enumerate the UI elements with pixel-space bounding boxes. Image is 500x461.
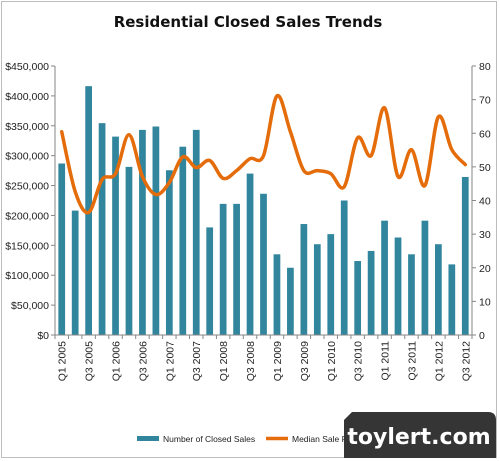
bar-closed-sales-q1-2010 bbox=[327, 234, 335, 335]
x-tick-label: Q3 2005 bbox=[84, 341, 96, 381]
x-tick-label: Q1 2006 bbox=[111, 341, 123, 381]
y-left-tick-label: $300,000 bbox=[5, 151, 49, 163]
legend: Number of Closed Sales Median Sale P bbox=[137, 434, 348, 444]
x-tick-label: Q3 2006 bbox=[137, 341, 149, 381]
bar-closed-sales-q4-2008 bbox=[260, 193, 267, 335]
line-series bbox=[59, 94, 468, 215]
y-right-tick-label: 60 bbox=[479, 128, 491, 140]
x-tick-label: Q3 2008 bbox=[245, 341, 257, 381]
x-tick-label: Q3 2009 bbox=[299, 341, 311, 381]
axes bbox=[51, 65, 476, 339]
x-tick-label: Q1 2010 bbox=[326, 341, 338, 381]
bar-closed-sales-q4-2011 bbox=[421, 220, 429, 335]
legend-swatch-closed-sales bbox=[137, 436, 159, 441]
y-right-tick-label: 80 bbox=[479, 61, 491, 73]
watermark-text: toylert.com bbox=[347, 425, 490, 450]
bar-closed-sales-q2-2006 bbox=[125, 166, 133, 335]
y-right-tick-label: 30 bbox=[479, 229, 491, 241]
watermark: toylert.com bbox=[344, 412, 496, 458]
y-left-tick-label: $450,000 bbox=[5, 61, 49, 73]
legend-label-median-price: Median Sale P bbox=[292, 434, 348, 444]
y-right-tick-label: 70 bbox=[479, 95, 491, 107]
y-left-tick-label: $0 bbox=[37, 330, 49, 342]
y-left-tick-labels: $0 $50,000 $100,000 $150,000 $200,000 $250,00… bbox=[5, 61, 49, 342]
x-tick-label: Q1 2012 bbox=[433, 341, 445, 381]
x-tick-label: Q3 2011 bbox=[406, 341, 418, 381]
y-left-tick-label: $200,000 bbox=[5, 210, 49, 222]
y-right-tick-label: 0 bbox=[479, 330, 485, 342]
bar-closed-sales-q3-2007 bbox=[192, 129, 200, 335]
bar-closed-sales-q1-2011 bbox=[381, 220, 388, 335]
x-tick-label: Q1 2008 bbox=[218, 341, 230, 381]
bar-closed-sales-q3-2012 bbox=[461, 176, 469, 335]
y-right-tick-label: 50 bbox=[479, 162, 491, 174]
watermark-badge bbox=[344, 412, 496, 458]
bar-series bbox=[58, 86, 469, 336]
x-tick-label: Q3 2007 bbox=[191, 341, 203, 381]
legend-label-closed-sales: Number of Closed Sales bbox=[163, 434, 255, 444]
bar-closed-sales-q2-2007 bbox=[179, 146, 187, 335]
bar-closed-sales-q1-2005 bbox=[58, 163, 66, 335]
bar-closed-sales-q3-2011 bbox=[408, 254, 415, 335]
line-median-sale-price bbox=[59, 94, 468, 215]
y-left-tick-label: $150,000 bbox=[5, 240, 49, 252]
bar-closed-sales-q2-2005 bbox=[71, 210, 79, 335]
y-right-tick-labels: 0 10 20 30 40 50 60 70 80 bbox=[479, 61, 491, 342]
bar-closed-sales-q4-2009 bbox=[313, 244, 321, 335]
bar-closed-sales-q3-2010 bbox=[354, 261, 362, 335]
y-left-tick-label: $350,000 bbox=[5, 121, 49, 133]
y-left-tick-label: $50,000 bbox=[11, 300, 49, 312]
y-left-tick-label: $250,000 bbox=[5, 181, 49, 193]
bar-closed-sales-q1-2007 bbox=[165, 170, 173, 335]
x-tick-labels: Q1 2005 Q3 2005 Q1 2006 Q3 2006 Q1 2007 Q3 20… bbox=[57, 341, 473, 381]
bar-closed-sales-q4-2005 bbox=[98, 123, 106, 335]
y-right-tick-label: 20 bbox=[479, 263, 491, 275]
x-tick-label: Q1 2007 bbox=[164, 341, 176, 381]
bar-closed-sales-q1-2012 bbox=[435, 244, 442, 335]
bar-closed-sales-q3-2008 bbox=[246, 173, 254, 335]
y-right-tick-label: 40 bbox=[479, 196, 491, 208]
bar-closed-sales-q2-2008 bbox=[233, 203, 240, 335]
y-left-tick-label: $100,000 bbox=[5, 270, 49, 282]
y-right-tick-label: 10 bbox=[479, 296, 491, 308]
bar-closed-sales-q2-2012 bbox=[448, 264, 456, 335]
x-tick-label: Q3 2012 bbox=[460, 341, 472, 381]
bar-closed-sales-q1-2009 bbox=[273, 254, 281, 335]
bar-closed-sales-q4-2007 bbox=[206, 227, 214, 335]
bar-closed-sales-q1-2008 bbox=[219, 203, 227, 335]
bar-closed-sales-q2-2010 bbox=[340, 200, 348, 335]
bar-closed-sales-q4-2006 bbox=[152, 126, 160, 336]
bar-closed-sales-q2-2011 bbox=[394, 237, 402, 335]
x-tick-label: Q1 2009 bbox=[272, 341, 284, 381]
x-tick-label: Q1 2005 bbox=[57, 341, 69, 381]
x-tick-label: Q3 2010 bbox=[353, 341, 365, 381]
bar-closed-sales-q4-2010 bbox=[367, 250, 375, 335]
bar-closed-sales-q2-2009 bbox=[287, 267, 294, 335]
bar-closed-sales-q1-2006 bbox=[112, 136, 119, 335]
y-left-tick-label: $400,000 bbox=[5, 91, 49, 103]
x-tick-label: Q1 2011 bbox=[380, 341, 392, 381]
chart-title: Residential Closed Sales Trends bbox=[114, 13, 383, 31]
bar-closed-sales-q3-2009 bbox=[300, 224, 308, 335]
bar-closed-sales-q3-2006 bbox=[139, 129, 146, 335]
